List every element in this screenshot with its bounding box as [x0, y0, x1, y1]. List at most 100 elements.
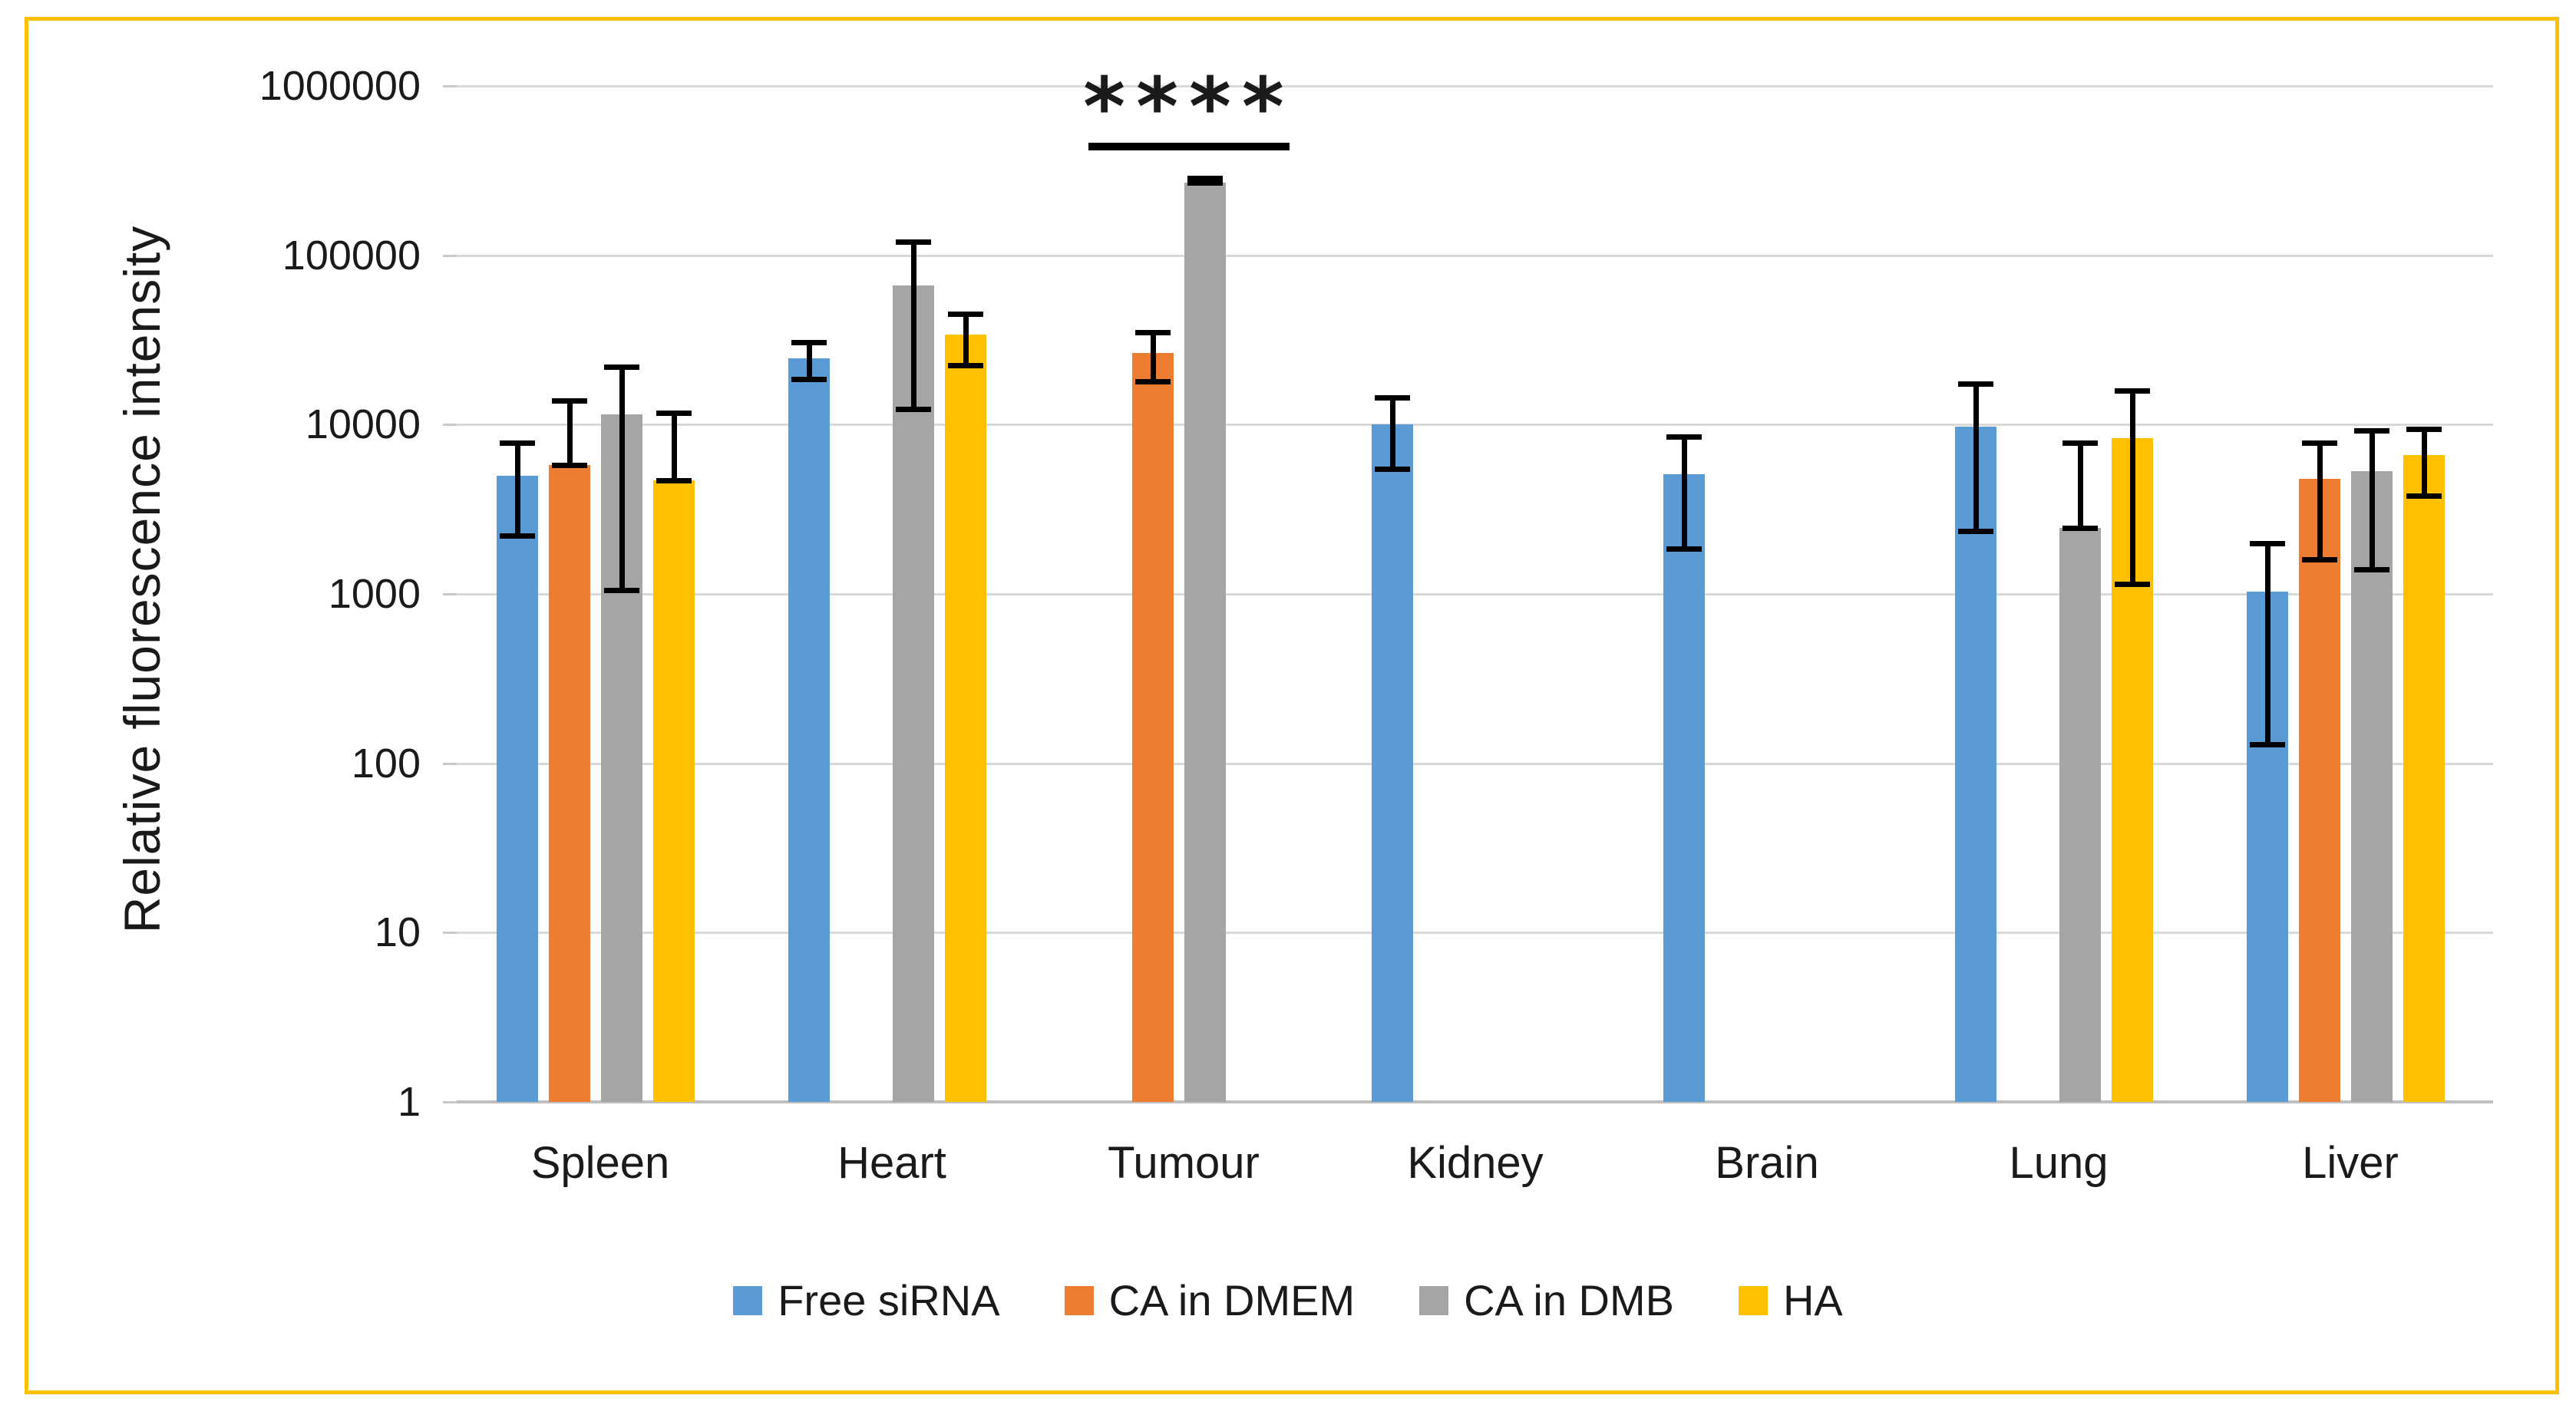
bar-heart-ha — [945, 335, 986, 1102]
error-bar-cap-top — [896, 239, 931, 246]
bar-liver-ha — [2403, 455, 2445, 1102]
error-bar-spleen-free-sirna — [514, 443, 520, 536]
x-category-label-lung: Lung — [2009, 1138, 2109, 1188]
legend: Free siRNA CA in DMEM CA in DMB HA — [0, 1275, 2576, 1325]
error-bar-liver-ha — [2421, 429, 2427, 496]
legend-item-ca-in-dmem: CA in DMEM — [1064, 1275, 1356, 1325]
error-bar-cap-top — [948, 312, 983, 318]
bar-tumour-ca-in-dmb — [1184, 183, 1226, 1102]
y-tick-label: 100 — [351, 740, 421, 787]
y-axis-tick-mark — [443, 593, 457, 595]
gridline — [457, 424, 2493, 427]
y-tick-label: 10000 — [305, 401, 421, 448]
error-bar-cap-bottom — [791, 377, 827, 383]
error-bar-liver-ca-in-dmem — [2317, 443, 2323, 559]
error-bar-cap-bottom — [1958, 529, 1993, 535]
bar-brain-free-sirna — [1663, 473, 1705, 1102]
gridline — [457, 932, 2493, 935]
error-bar-heart-free-sirna — [806, 342, 812, 380]
y-axis-tick-mark — [443, 254, 457, 257]
error-bar-cap-bottom — [948, 362, 983, 368]
bar-spleen-free-sirna — [497, 475, 538, 1102]
y-tick-label: 10 — [374, 909, 421, 956]
x-category-label-tumour: Tumour — [1108, 1138, 1260, 1188]
error-bar-lung-ha — [2129, 391, 2135, 584]
bar-heart-ca-in-dmb — [893, 285, 934, 1102]
chart-border — [25, 17, 2559, 1394]
x-category-label-liver: Liver — [2302, 1138, 2399, 1188]
y-tick-label: 1 — [397, 1079, 421, 1125]
error-bar-cap-bottom — [2302, 556, 2337, 562]
bar-lung-ca-in-dmb — [2059, 528, 2101, 1102]
error-bar-cap-top — [2115, 388, 2150, 394]
legend-label: CA in DMB — [1464, 1276, 1674, 1324]
significance-stars: **** — [1083, 61, 1295, 155]
y-axis-tick-mark — [443, 932, 457, 935]
x-category-label-kidney: Kidney — [1407, 1138, 1544, 1188]
error-bar-cap-bottom — [2354, 566, 2389, 572]
error-bar-cap-top — [2406, 427, 2442, 433]
error-bar-tumour-ca-in-dmem — [1150, 332, 1156, 381]
error-bar-cap-top — [1958, 381, 1993, 387]
gridline — [457, 762, 2493, 765]
error-bar-cap-bottom — [2062, 526, 2098, 532]
error-bar-lung-ca-in-dmb — [2077, 443, 2083, 529]
error-bar-spleen-ha — [671, 413, 677, 480]
error-bar-cap-top — [791, 340, 827, 346]
y-axis-tick-mark — [443, 1101, 457, 1103]
error-bar-spleen-ca-in-dmb — [619, 366, 625, 591]
error-bar-cap-bottom — [1187, 180, 1223, 186]
bar-liver-ca-in-dmb — [2351, 471, 2393, 1102]
error-bar-cap-bottom — [656, 477, 692, 483]
error-bar-cap-top — [2062, 440, 2098, 447]
error-bar-cap-top — [552, 398, 587, 404]
error-bar-cap-bottom — [2406, 493, 2442, 500]
legend-item-ca-in-dmb: CA in DMB — [1419, 1275, 1674, 1325]
error-bar-cap-top — [1375, 394, 1410, 401]
error-bar-cap-bottom — [552, 462, 587, 468]
error-bar-cap-top — [2354, 428, 2389, 434]
error-bar-cap-bottom — [2250, 741, 2285, 747]
y-axis-tick-mark — [443, 85, 457, 87]
y-tick-label: 1000 — [328, 571, 421, 617]
bar-spleen-ha — [653, 480, 695, 1102]
error-bar-spleen-ca-in-dmem — [566, 401, 573, 465]
error-bar-cap-top — [604, 364, 639, 370]
error-bar-brain-free-sirna — [1681, 436, 1687, 549]
bar-kidney-free-sirna — [1372, 424, 1413, 1102]
error-bar-liver-ca-in-dmb — [2369, 430, 2375, 569]
bar-lung-free-sirna — [1955, 427, 1996, 1102]
bar-liver-ca-in-dmem — [2299, 478, 2340, 1102]
error-bar-cap-bottom — [500, 533, 535, 539]
error-bar-cap-top — [656, 411, 692, 417]
y-axis-tick-mark — [443, 424, 457, 427]
error-bar-cap-bottom — [604, 588, 639, 594]
bar-spleen-ca-in-dmem — [549, 464, 590, 1102]
x-category-label-spleen: Spleen — [530, 1138, 670, 1188]
error-bar-cap-top — [2302, 440, 2337, 447]
error-bar-heart-ca-in-dmb — [910, 242, 916, 410]
legend-label: CA in DMEM — [1108, 1276, 1356, 1324]
error-bar-cap-bottom — [1666, 546, 1702, 552]
bar-heart-free-sirna — [788, 358, 830, 1102]
gridline — [457, 85, 2493, 87]
error-bar-lung-free-sirna — [1973, 383, 1979, 532]
x-category-label-heart: Heart — [837, 1138, 946, 1188]
x-axis-line — [457, 1100, 2493, 1103]
legend-swatch-free-sirna — [733, 1285, 763, 1315]
gridline — [457, 593, 2493, 595]
error-bar-cap-bottom — [1375, 466, 1410, 472]
legend-label: Free siRNA — [778, 1276, 1000, 1324]
y-tick-label: 100000 — [282, 232, 421, 279]
legend-swatch-ha — [1738, 1285, 1768, 1315]
error-bar-cap-bottom — [2115, 581, 2150, 587]
error-bar-kidney-free-sirna — [1389, 397, 1395, 469]
error-bar-cap-top — [500, 440, 535, 447]
legend-swatch-ca-in-dmem — [1064, 1285, 1094, 1315]
y-tick-label: 1000000 — [259, 63, 421, 109]
legend-item-ha: HA — [1738, 1275, 1843, 1325]
x-category-label-brain: Brain — [1715, 1138, 1819, 1188]
gridline — [457, 254, 2493, 257]
legend-label: HA — [1782, 1276, 1843, 1324]
